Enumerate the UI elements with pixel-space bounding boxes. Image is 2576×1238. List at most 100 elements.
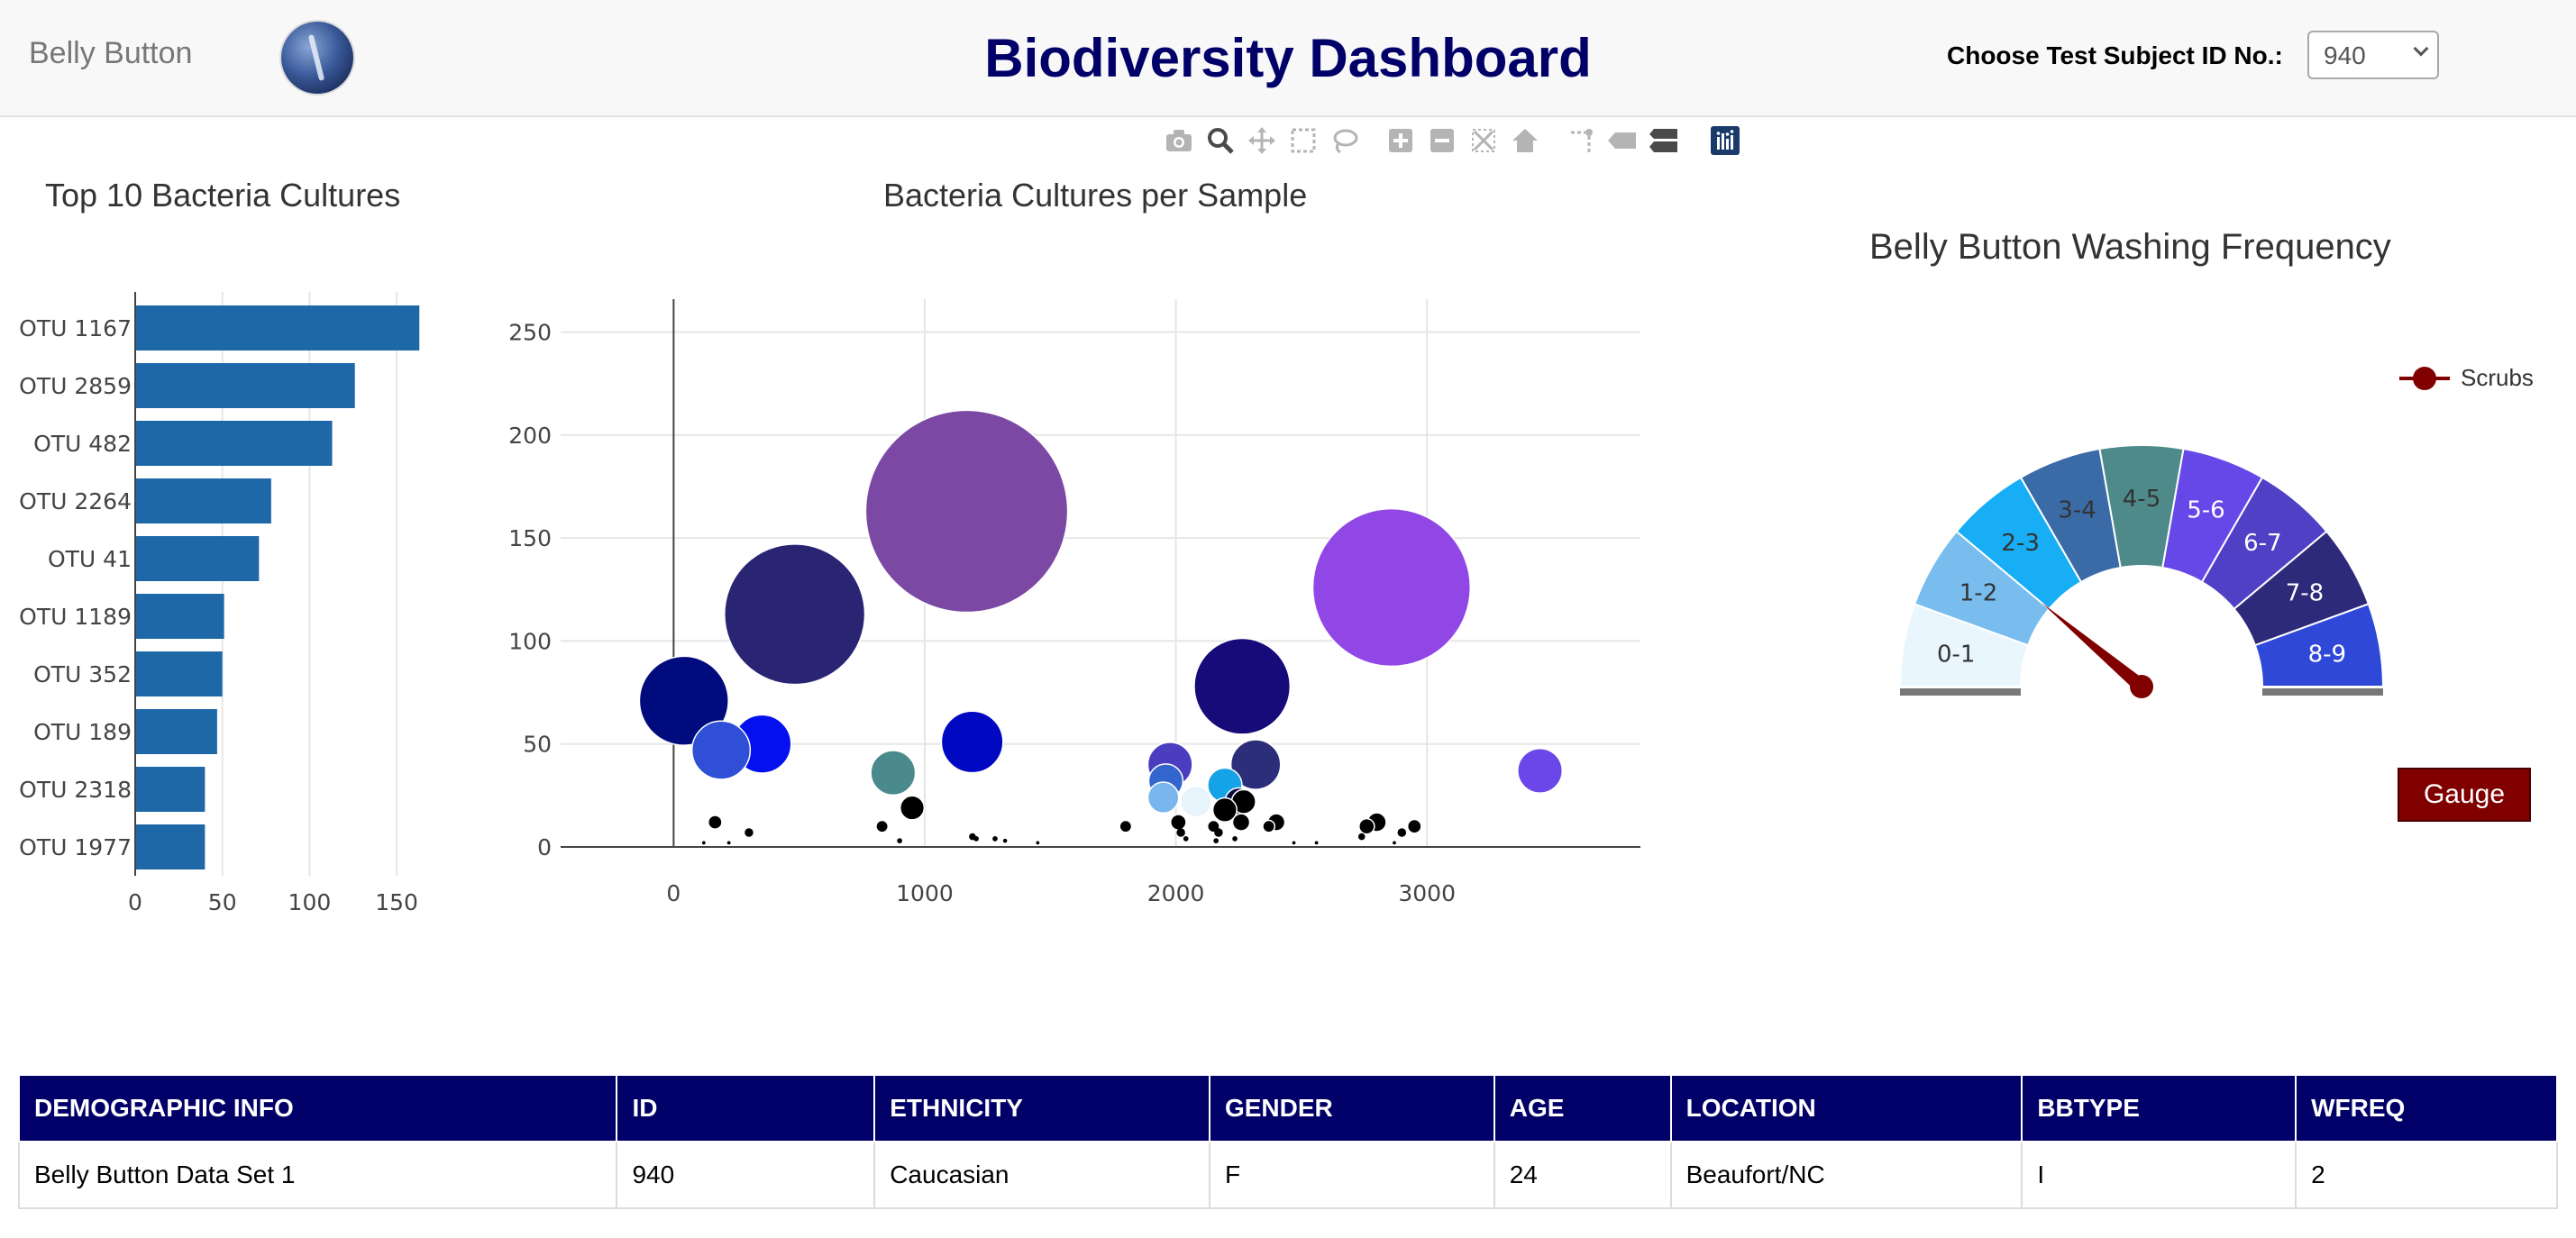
bubble-point[interactable] [992,836,998,842]
bar[interactable] [135,594,224,639]
bar[interactable] [135,305,420,350]
table-header-cell: GENDER [1208,1074,1495,1142]
bubble-point[interactable] [940,710,1004,774]
bubble-y-tick-label: 50 [523,732,552,758]
pan-icon[interactable] [1246,124,1278,157]
gauge-segment[interactable] [2253,603,2385,687]
bubble-point[interactable] [1036,841,1040,845]
camera-icon[interactable] [1163,124,1195,157]
bubble-point[interactable] [707,815,723,830]
demographic-table: DEMOGRAPHIC INFO ID ETHNICITY GENDER AGE LOCA… [17,1074,2558,1209]
bubble-point[interactable] [1213,838,1219,843]
bubble-x-tick-label: 0 [666,880,681,906]
table-header-cell: ID [616,1074,876,1142]
bubble-point[interactable] [1262,819,1276,833]
reset-axes-icon[interactable] [1509,124,1541,157]
bubble-point[interactable] [899,795,926,821]
table-cell: Caucasian [873,1141,1210,1209]
bar[interactable] [135,709,217,754]
bubble-point[interactable] [744,828,754,837]
bubble-y-tick-label: 150 [508,525,552,551]
bubble-point[interactable] [1292,841,1296,845]
bar[interactable] [135,536,260,581]
bubble-chart[interactable]: 0 50 100 150 200 250 0 1000 2000 3000 [487,270,1658,955]
plotly-logo-icon[interactable] [1709,124,1741,157]
bubble-point[interactable] [1229,739,1282,790]
bubble-point[interactable] [1357,833,1366,841]
table-header-cell: WFREQ [2295,1074,2558,1142]
table-header-cell: DEMOGRAPHIC INFO [17,1074,618,1142]
bubble-point[interactable] [1214,828,1223,837]
bubble-point[interactable] [1170,814,1187,831]
bubble-point[interactable] [870,750,917,797]
autoscale-icon[interactable] [1467,124,1500,157]
bubble-x-tick-label: 3000 [1398,880,1456,906]
bubble-point[interactable] [1183,836,1189,842]
gauge-segment-label: 3-4 [2058,497,2096,524]
hover-closest-icon[interactable] [1606,124,1639,157]
bubble-point[interactable] [1002,838,1008,843]
bar-chart[interactable]: 0 50 100 150 OTU 1167 OTU 2859 OTU 482 OTU 2264… [0,252,487,991]
bubble-point[interactable] [1119,819,1133,833]
bar-category-label: OTU 41 [48,546,132,572]
bubble-point[interactable] [1176,828,1185,837]
bubble-point[interactable] [726,841,731,845]
bubble-point[interactable] [864,409,1069,614]
bar[interactable] [135,651,223,696]
table-cell: 2 [2295,1141,2558,1209]
bubble-point[interactable] [1231,813,1251,832]
zoom-in-icon[interactable] [1384,124,1417,157]
zoom-out-icon[interactable] [1426,124,1458,157]
bubble-point[interactable] [690,720,752,780]
gauge-chart[interactable]: 0-1 1-22-3 3-4 4-5 5-6 6-77-8 8-9 [1884,423,2407,712]
bar[interactable] [135,421,333,466]
bubble-point[interactable] [875,819,890,833]
bubble-point[interactable] [724,543,866,686]
bar-chart-title: Top 10 Bacteria Cultures [45,177,401,214]
hover-compare-icon[interactable] [1648,124,1680,157]
lasso-icon[interactable] [1329,124,1361,157]
bar-category-label: OTU 352 [33,661,132,687]
bubble-point[interactable] [1146,781,1180,814]
spike-lines-icon[interactable] [1565,124,1597,157]
bubble-point[interactable] [1517,747,1564,794]
subject-id-select[interactable]: 940 [2307,31,2439,79]
gauge-segment-label: 7-8 [2286,580,2324,607]
table-header-cell: ETHNICITY [873,1074,1210,1142]
table-cell: 24 [1493,1141,1672,1209]
page-title: Biodiversity Dashboard [984,28,1592,88]
bubble-point[interactable] [638,655,729,746]
gauge-button[interactable]: Gauge [2398,768,2531,822]
bubble-point[interactable] [1211,797,1238,823]
bubble-point[interactable] [973,836,979,842]
bar[interactable] [135,478,271,523]
box-select-icon[interactable] [1287,124,1320,157]
gauge-segment-label: 4-5 [2123,486,2160,513]
bubble-point[interactable] [1393,841,1396,845]
gauge-segment-label: 6-7 [2243,530,2281,557]
bar-category-label: OTU 2318 [19,777,132,803]
bubble-point[interactable] [1397,828,1407,837]
modebar-spacer [1550,124,1556,157]
bubble-point[interactable] [897,838,902,843]
bar[interactable] [135,824,206,869]
subject-id-value: 940 [2324,41,2366,69]
brand-link[interactable]: Belly Button [29,36,193,70]
gauge-legend[interactable]: Scrubs [2398,364,2534,392]
bubble-point[interactable] [1232,836,1238,842]
belly-button-logo [281,22,353,94]
gauge-segment-label: 1-2 [1959,580,1997,607]
bubble-point[interactable] [1358,817,1375,835]
bubble-point[interactable] [701,841,706,845]
bubble-point[interactable] [1406,818,1422,834]
bubble-point[interactable] [1193,637,1292,735]
gauge-base-right [2262,688,2383,696]
bar[interactable] [135,767,206,812]
bubble-point[interactable] [1311,507,1472,668]
bubble-point[interactable] [1314,841,1319,845]
bar[interactable] [135,363,355,408]
zoom-icon[interactable] [1204,124,1237,157]
bubble-x-tick-label: 2000 [1147,880,1205,906]
bar-x-tick-label: 0 [128,889,142,915]
bubble-point[interactable] [1180,785,1212,818]
